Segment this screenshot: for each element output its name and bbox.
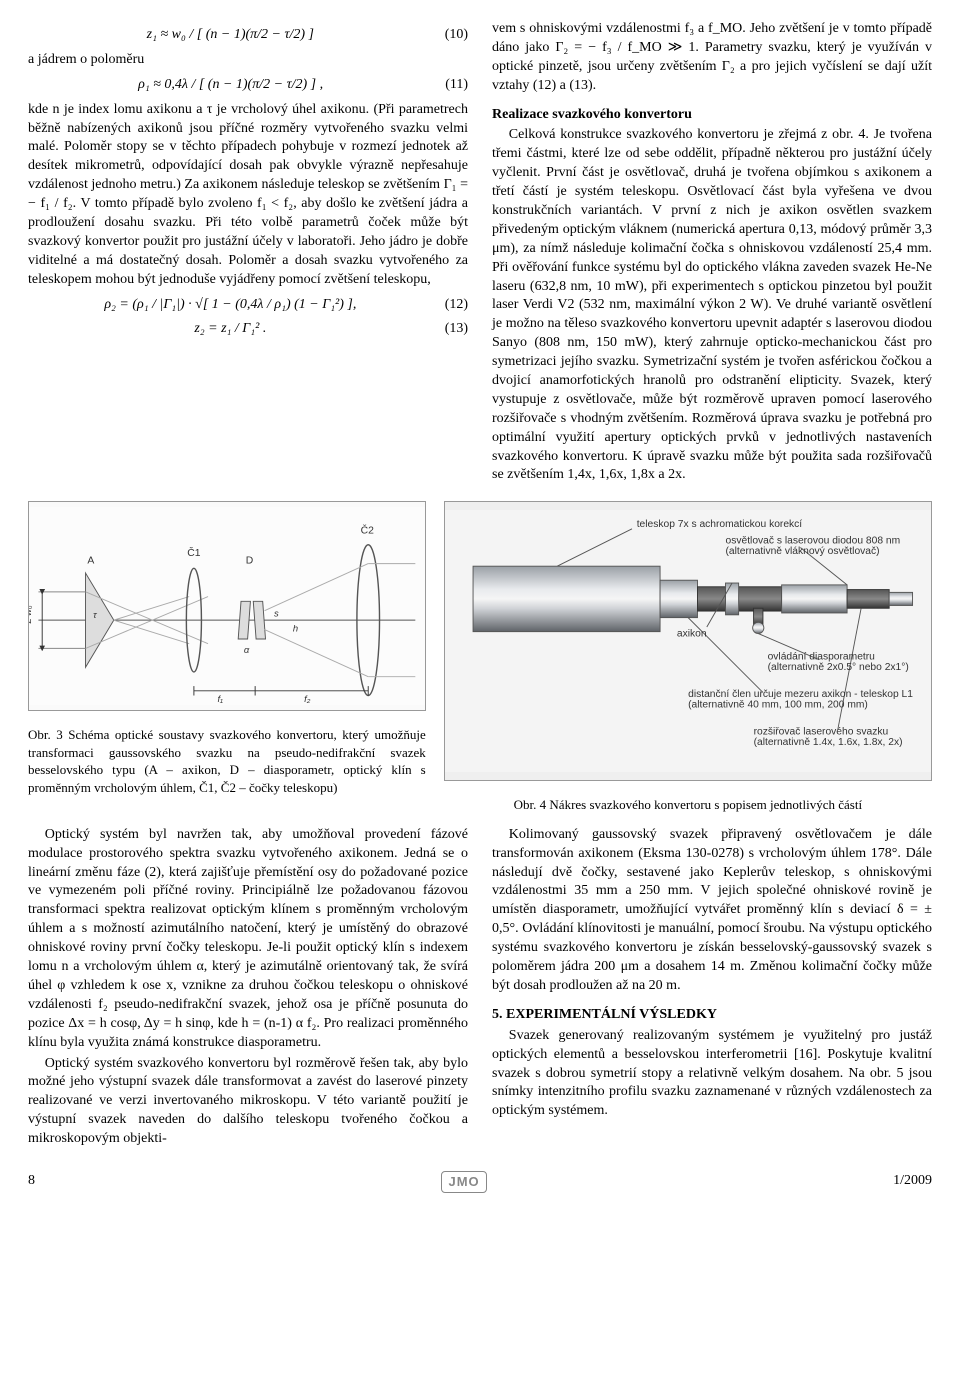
figure-row: A τ 2 w₀ Č1 D α s h Č2	[28, 501, 932, 815]
fig3-label-tau: τ	[93, 610, 97, 621]
right-column: vem s ohniskovými vzdálenostmi f₃ a f_MO…	[492, 20, 932, 487]
figure-4: teleskop 7x s achromatickou korekcí osvě…	[444, 501, 932, 815]
fig3-label-s: s	[274, 608, 279, 619]
para-kolimovany: Kolimovaný gaussovský svazek připravený …	[492, 826, 932, 996]
equation-12: ρ₂ = (ρ₁ / |Γ₁|) · √[ 1 − (0,4λ / ρ₁) (1…	[28, 296, 468, 315]
fig3-label-f1: f₁	[217, 693, 223, 704]
equation-13: z₂ = z₁ / Γ₁² . (13)	[28, 320, 468, 339]
fig3-label-D: D	[246, 556, 253, 567]
fig4-label-expander: rozšiřovač laserového svazku (alternativ…	[753, 727, 902, 748]
para-rozmerove: Optický systém svazkového konvertoru byl…	[28, 1055, 468, 1149]
bottom-left-column: Optický systém byl navržen tak, aby umož…	[28, 826, 468, 1151]
top-columns: z₁ ≈ w₀ / [ (n − 1)(π/2 − τ/2) ] (10) a …	[28, 20, 932, 487]
issue-number: 1/2009	[893, 1172, 932, 1191]
fig3-label-C2: Č2	[361, 524, 374, 537]
eq10-body: z₁ ≈ w₀ / [ (n − 1)(π/2 − τ/2) ]	[147, 26, 314, 45]
fig4-caption: Obr. 4 Nákres svazkového konvertoru s po…	[444, 796, 932, 814]
heading-realizace: Realizace svazkového konvertoru	[492, 106, 932, 125]
eq11-body: ρ₁ ≈ 0,4λ / [ (n − 1)(π/2 − τ/2) ] ,	[138, 76, 323, 95]
para-opticky-system: Optický systém byl navržen tak, aby umož…	[28, 826, 468, 1053]
eq11-num: (11)	[433, 76, 468, 95]
fig3-caption: Obr. 3 Schéma optické soustavy svazkovéh…	[28, 726, 426, 796]
para-index-lomu: kde n je index lomu axikonu a τ je vrcho…	[28, 101, 468, 290]
equation-10: z₁ ≈ w₀ / [ (n − 1)(π/2 − τ/2) ] (10)	[28, 26, 468, 45]
bottom-columns: Optický systém byl navržen tak, aby umož…	[28, 826, 932, 1151]
left-column: z₁ ≈ w₀ / [ (n − 1)(π/2 − τ/2) ] (10) a …	[28, 20, 468, 487]
fig4-label-illuminator: osvětlovač s laserovou diodou 808 nm (al…	[725, 536, 902, 557]
fig3-schematic: A τ 2 w₀ Č1 D α s h Č2	[28, 501, 426, 711]
footer-center: JMO	[441, 1171, 486, 1193]
journal-logo: JMO	[441, 1171, 486, 1193]
page-footer: 8 JMO 1/2009	[28, 1171, 932, 1193]
eq13-body: z₂ = z₁ / Γ₁² .	[194, 320, 266, 339]
fig3-label-A: A	[87, 556, 94, 567]
para-jadrem: a jádrem o poloměru	[28, 51, 468, 70]
eq10-num: (10)	[433, 26, 468, 45]
eq12-body: ρ₂ = (ρ₁ / |Γ₁|) · √[ 1 − (0,4λ / ρ₁) (1…	[104, 296, 356, 315]
para-konstrukce: Celková konstrukce svazkového konvertoru…	[492, 126, 932, 485]
para-ohnisk: vem s ohniskovými vzdálenostmi f₃ a f_MO…	[492, 20, 932, 96]
bottom-right-column: Kolimovaný gaussovský svazek připravený …	[492, 826, 932, 1151]
para-svazek-gen: Svazek generovaný realizovaným systémem …	[492, 1027, 932, 1121]
fig3-label-alpha: α	[244, 644, 250, 655]
eq13-num: (13)	[433, 320, 468, 339]
fig4-render: teleskop 7x s achromatickou korekcí osvě…	[444, 501, 932, 781]
eq12-num: (12)	[433, 296, 468, 315]
fig3-label-f2: f₂	[304, 693, 311, 704]
fig3-label-w0: 2 w₀	[28, 606, 33, 625]
fig3-label-C1: Č1	[187, 546, 200, 559]
fig3-label-h: h	[293, 623, 298, 634]
fig4-label-axikon: axikon	[677, 629, 707, 640]
equation-11: ρ₁ ≈ 0,4λ / [ (n − 1)(π/2 − τ/2) ] , (11…	[28, 76, 468, 95]
heading-experimental: 5. EXPERIMENTÁLNÍ VÝSLEDKY	[492, 1006, 932, 1025]
figure-3: A τ 2 w₀ Č1 D α s h Č2	[28, 501, 426, 815]
fig4-label-telescope: teleskop 7x s achromatickou korekcí	[636, 519, 802, 530]
page-number: 8	[28, 1172, 35, 1191]
